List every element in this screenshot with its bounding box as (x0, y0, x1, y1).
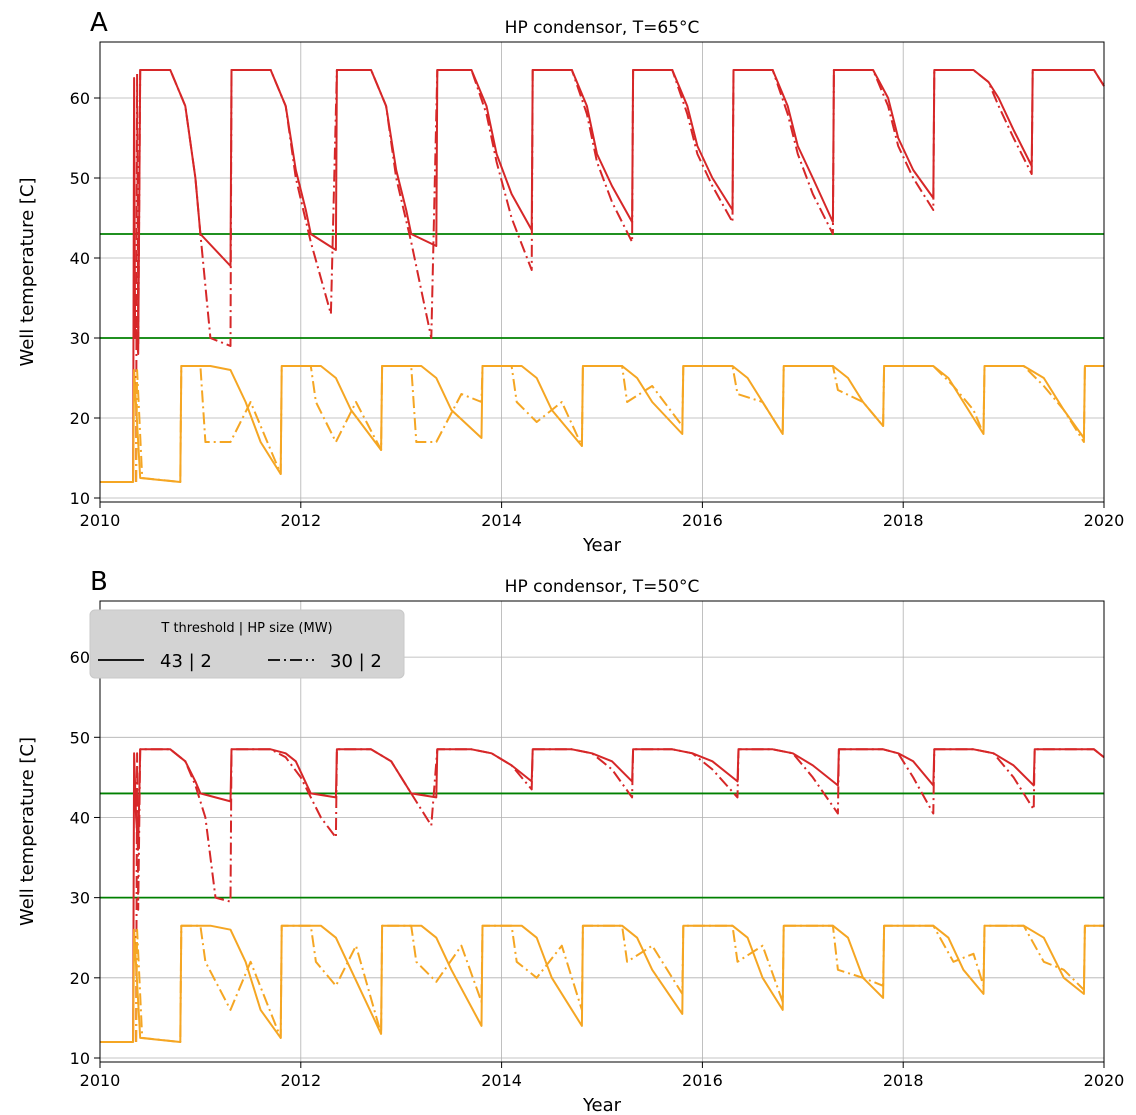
panel-a-ytick-label: 10 (70, 489, 90, 508)
panel-b-y-axis-label: Well temperature [C] (17, 737, 38, 926)
panel-a-ytick-label: 60 (70, 89, 90, 108)
panel-b-ytick-label: 20 (70, 969, 90, 988)
panel-b-xtick-label: 2016 (682, 1071, 723, 1090)
panel-b-series-1 (135, 748, 1105, 1043)
panel-a-ytick-label: 30 (70, 329, 90, 348)
panel-b-series-3 (135, 924, 1104, 1043)
panel-a-x-axis-label: Year (582, 535, 622, 556)
panel-b-ytick-label: 50 (70, 728, 90, 747)
panel-b-title: HP condensor, T=50°C (505, 577, 700, 597)
panel-b-frame (99, 600, 1105, 1063)
panel-b-xtick-label: 2012 (280, 1071, 321, 1090)
panel-b-legend-label: 30 | 2 (330, 651, 382, 672)
panel-a-xtick-label: 2016 (682, 511, 723, 530)
panel-b-legend: T threshold | HP size (MW) 43 | 2 30 | 2 (89, 609, 405, 679)
panel-b-legend-label: 43 | 2 (160, 651, 212, 672)
panel-a-xtick-label: 2012 (280, 511, 321, 530)
panel-a-frame (99, 41, 1105, 503)
panel-a-ytick-label: 20 (70, 409, 90, 428)
panel-a-xtick-label: 2010 (80, 511, 121, 530)
panel-b-xtick-label: 2010 (80, 1071, 121, 1090)
panel-a-title: HP condensor, T=65°C (505, 18, 700, 38)
panel-b-xtick-label: 2020 (1084, 1071, 1125, 1090)
panel-a-ytick-label: 50 (70, 169, 90, 188)
panel-a-xtick-label: 2014 (481, 511, 522, 530)
panel-b-ytick-label: 10 (70, 1049, 90, 1068)
panel-b-legend-box (89, 609, 405, 679)
panel-a-plot-area (100, 42, 1104, 502)
panel-b-ytick-label: 60 (70, 648, 90, 667)
panel-b-series-0 (132, 748, 1105, 1043)
panel-a-series-1 (135, 69, 1105, 483)
panel-b-xtick-label: 2018 (883, 1071, 924, 1090)
panel-b-legend-title: T threshold | HP size (MW) (160, 621, 332, 636)
panel-a-series-3 (135, 365, 1104, 483)
panel-a-y-axis-label: Well temperature [C] (17, 177, 38, 366)
panel-a-ytick-label: 40 (70, 249, 90, 268)
panel-b-xtick-label: 2014 (481, 1071, 522, 1090)
panel-b-ytick-label: 40 (70, 808, 90, 827)
panel-a-xtick-label: 2020 (1084, 511, 1125, 530)
panel-b-ytick-label: 30 (70, 889, 90, 908)
panel-b-x-axis-label: Year (582, 1095, 622, 1115)
panel-a-letter: A (90, 8, 108, 38)
panel-a-xtick-label: 2018 (883, 511, 924, 530)
panel-b: 2010 2012 2014 2016 2018 2020 10 20 30 40 50 60 Year… (17, 567, 1124, 1115)
panel-a: 2010 2012 2014 2016 2018 2020 10 20 30 40 50 60 Year… (17, 8, 1124, 556)
panel-b-letter: B (90, 567, 108, 597)
